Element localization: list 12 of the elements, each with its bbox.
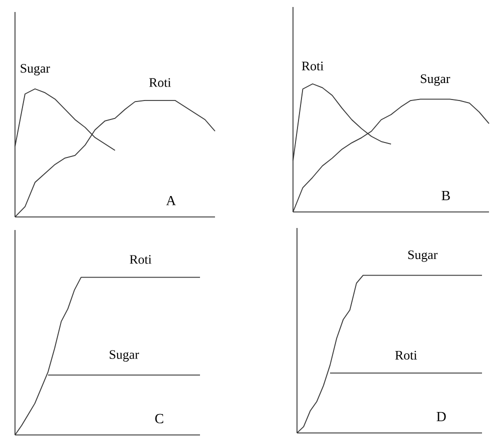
annotation: A <box>166 196 176 206</box>
annotation: D <box>436 412 446 422</box>
series-label: Roti <box>302 62 324 70</box>
series-label: Roti <box>149 78 171 87</box>
annotation: B <box>442 190 450 200</box>
series-label: Roti <box>130 255 152 264</box>
series-label: Sugar <box>20 64 50 76</box>
series-label: Sugar <box>408 250 438 262</box>
annotation: C <box>155 414 164 424</box>
series-label: Sugar <box>110 350 140 362</box>
series-label: Roti <box>395 350 417 360</box>
series-label: Sugar <box>420 74 450 86</box>
